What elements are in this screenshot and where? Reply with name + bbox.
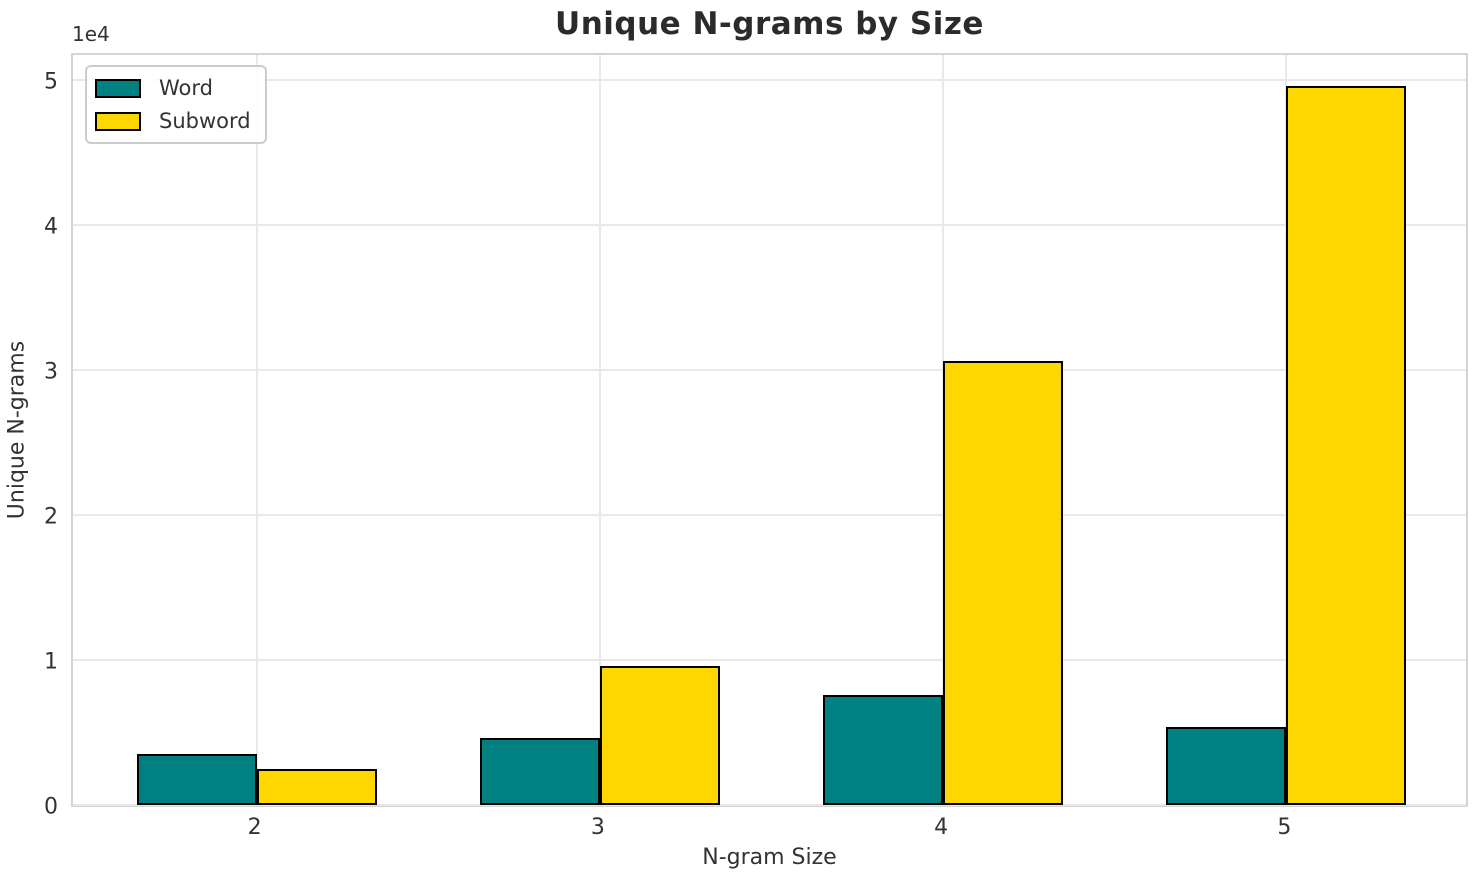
y-tick-label: 1 bbox=[44, 649, 58, 675]
x-tick-label: 4 bbox=[934, 815, 949, 840]
gridline-horizontal bbox=[73, 224, 1466, 226]
y-tick-label: 2 bbox=[44, 504, 58, 530]
gridline-horizontal bbox=[73, 659, 1466, 661]
x-tick-label: 3 bbox=[590, 815, 605, 840]
legend: Word Subword bbox=[85, 65, 267, 144]
gridline-horizontal bbox=[73, 79, 1466, 81]
bar-word-ngram-5 bbox=[1166, 726, 1287, 805]
legend-swatch-icon bbox=[95, 78, 141, 98]
bar-word-ngram-4 bbox=[822, 694, 944, 805]
y-tick-label: 0 bbox=[44, 794, 58, 820]
legend-label: Word bbox=[159, 76, 213, 100]
legend-swatch-icon bbox=[95, 111, 141, 131]
gridline-horizontal bbox=[73, 804, 1466, 806]
y-tick-label: 5 bbox=[44, 69, 58, 95]
legend-label: Subword bbox=[159, 109, 251, 133]
gridline-horizontal bbox=[73, 369, 1466, 371]
y-axis-label: Unique N-grams bbox=[4, 340, 30, 520]
gridline-horizontal bbox=[73, 514, 1466, 516]
bar-subword-ngram-5 bbox=[1286, 85, 1407, 805]
legend-item: Subword bbox=[95, 109, 251, 133]
bar-subword-ngram-2 bbox=[256, 768, 377, 805]
x-tick-label: 5 bbox=[1277, 815, 1292, 840]
y-tick-label: 3 bbox=[44, 359, 58, 385]
x-axis-label: N-gram Size bbox=[702, 845, 837, 870]
gridline-vertical bbox=[255, 55, 258, 805]
gridline-vertical bbox=[598, 55, 601, 805]
legend-item: Word bbox=[95, 76, 251, 100]
bar-word-ngram-3 bbox=[479, 738, 600, 805]
plot-area: Word Subword bbox=[71, 53, 1468, 807]
bar-subword-ngram-3 bbox=[599, 665, 720, 805]
y-tick-label: 4 bbox=[44, 214, 58, 240]
x-tick-label: 2 bbox=[247, 815, 262, 840]
y-axis-offset-label: 1e4 bbox=[72, 22, 110, 46]
bar-word-ngram-2 bbox=[136, 754, 257, 805]
bar-subword-ngram-4 bbox=[943, 361, 1064, 805]
chart-title: Unique N-grams by Size bbox=[555, 6, 984, 42]
